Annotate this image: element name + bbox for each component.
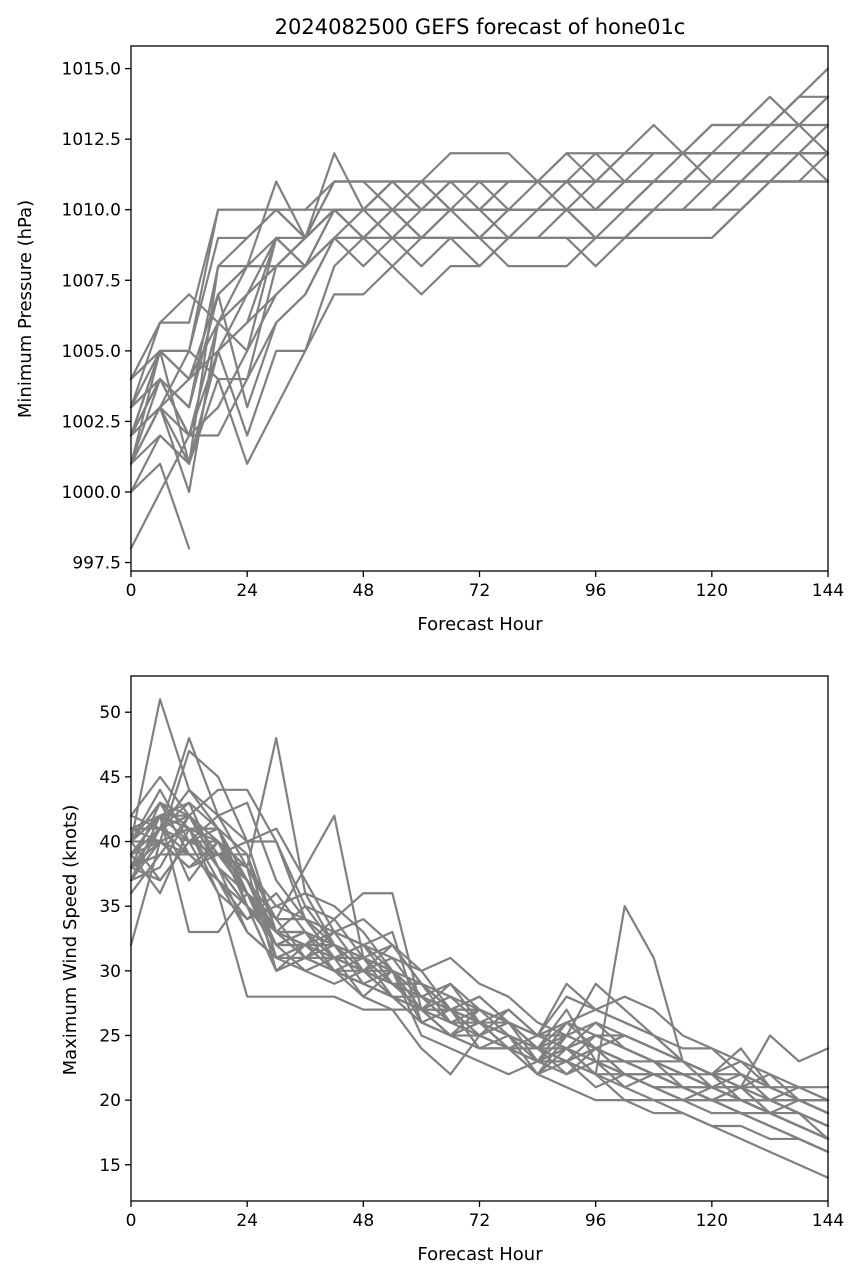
chart-title: 2024082500 GEFS forecast of hone01c xyxy=(275,15,686,39)
pressure-member-line-2 xyxy=(129,152,830,409)
pressure-panel: 2024082500 GEFS forecast of hone01c 0 24 4… xyxy=(15,15,844,635)
pressure-x-tick-label: 120 xyxy=(696,581,728,601)
wind-y-tick-label: 50 xyxy=(99,703,121,723)
wind-x-tick-label: 48 xyxy=(353,1211,375,1231)
pressure-y-tick-label: 997.5 xyxy=(72,554,121,574)
wind-x-tick-label: 144 xyxy=(812,1211,844,1231)
pressure-x-tick-label: 72 xyxy=(469,581,491,601)
wind-member-line-24 xyxy=(129,801,830,1141)
wind-panel: 0 24 48 72 96 120 144 15 20 25 30 35 40 45 50 Forecast… xyxy=(60,675,844,1265)
pressure-member-line-13 xyxy=(129,152,830,437)
wind-y-tick-label: 25 xyxy=(99,1026,121,1046)
pressure-y-tick-label: 1000.0 xyxy=(62,483,121,503)
wind-x-tick-label: 72 xyxy=(469,1211,491,1231)
pressure-member-line-16 xyxy=(129,462,191,550)
wind-x-tick-label: 24 xyxy=(236,1211,258,1231)
wind-y-tick-label: 20 xyxy=(99,1091,121,1111)
wind-member-line-30 xyxy=(129,814,830,1128)
pressure-x-tick-label: 48 xyxy=(353,581,375,601)
wind-ticks: 0 24 48 72 96 120 144 15 20 25 30 35 40 45 50 xyxy=(99,703,844,1231)
wind-x-tick-label: 0 xyxy=(126,1211,137,1231)
pressure-member-line-6 xyxy=(129,152,830,437)
pressure-x-tick-label: 96 xyxy=(585,581,607,601)
pressure-y-tick-label: 1002.5 xyxy=(62,412,121,432)
pressure-plot-area xyxy=(129,67,830,550)
pressure-x-axis-label: Forecast Hour xyxy=(417,614,543,635)
pressure-y-tick-label: 1005.0 xyxy=(62,342,121,362)
pressure-member-line-19 xyxy=(129,180,830,437)
wind-member-line-3 xyxy=(129,736,830,1128)
pressure-y-tick-label: 1015.0 xyxy=(62,60,121,80)
wind-x-axis-label: Forecast Hour xyxy=(417,1244,543,1265)
pressure-y-axis-label: Minimum Pressure (hPa) xyxy=(15,200,36,418)
wind-y-tick-label: 40 xyxy=(99,833,121,853)
wind-y-tick-label: 35 xyxy=(99,897,121,917)
pressure-member-line-7 xyxy=(129,95,830,465)
wind-axes-frame xyxy=(130,675,829,1202)
wind-x-tick-label: 96 xyxy=(585,1211,607,1231)
wind-member-line-31 xyxy=(129,840,830,1115)
pressure-x-tick-label: 0 xyxy=(126,581,137,601)
wind-plot-area xyxy=(129,698,830,1179)
pressure-y-tick-label: 1012.5 xyxy=(62,130,121,150)
pressure-member-line-21 xyxy=(129,152,830,465)
wind-y-axis-label: Maximum Wind Speed (knots) xyxy=(60,805,81,1076)
pressure-ticks: 0 24 48 72 96 120 144 997.5 1000.0 1002.5 1005.0 10… xyxy=(62,60,845,601)
wind-y-tick-label: 15 xyxy=(99,1156,121,1176)
wind-x-tick-label: 120 xyxy=(696,1211,728,1231)
pressure-x-tick-label: 144 xyxy=(812,581,844,601)
pressure-member-line-20 xyxy=(129,152,830,409)
wind-member-line-4 xyxy=(129,749,830,1141)
pressure-y-tick-label: 1007.5 xyxy=(62,271,121,291)
pressure-y-tick-label: 1010.0 xyxy=(62,201,121,221)
pressure-member-line-15 xyxy=(129,95,830,550)
wind-y-tick-label: 45 xyxy=(99,768,121,788)
wind-y-tick-label: 30 xyxy=(99,962,121,982)
pressure-member-line-14 xyxy=(129,123,830,465)
pressure-x-tick-label: 24 xyxy=(236,581,258,601)
